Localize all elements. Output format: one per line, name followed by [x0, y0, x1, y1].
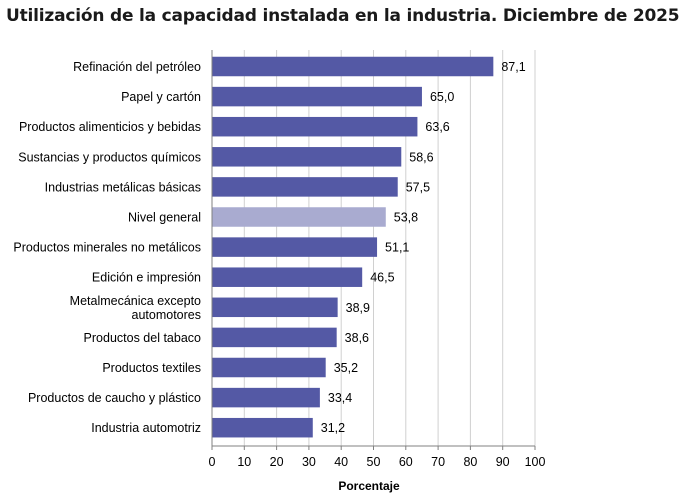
category-labels: Refinación del petróleo Papel y cartón Pro… [13, 60, 201, 435]
bar [212, 56, 494, 77]
x-tick-label: 100 [525, 455, 546, 469]
value-label: 46,5 [370, 271, 394, 285]
x-axis: 0 10 20 30 40 50 60 70 80 90 100 [209, 50, 546, 469]
bar [212, 417, 313, 438]
category-label: Edición e impresión [92, 271, 201, 285]
value-label: 31,2 [321, 421, 345, 435]
category-label: Industria automotriz [91, 421, 201, 435]
value-label: 65,0 [430, 90, 454, 104]
value-label: 63,6 [425, 120, 449, 134]
category-label: Productos de caucho y plástico [28, 391, 201, 405]
value-label: 38,9 [346, 301, 370, 315]
category-label: Productos del tabaco [84, 331, 201, 345]
x-tick-label: 30 [302, 455, 316, 469]
value-labels: 87,1 65,0 63,6 58,6 57,5 53,8 51,1 46,5 38,9 38,6… [321, 60, 526, 435]
category-label: Productos minerales no metálicos [13, 241, 201, 255]
chart-title: Utilización de la capacidad instalada en… [6, 6, 680, 26]
category-label: Metalmecánica excepto [70, 294, 201, 308]
value-label: 33,4 [328, 391, 352, 405]
category-label: automotores [132, 308, 201, 322]
x-tick-label: 50 [367, 455, 381, 469]
x-axis-title: Porcentaje [338, 479, 400, 493]
bar [212, 357, 326, 378]
bar [212, 147, 402, 167]
x-tick-label: 60 [399, 455, 413, 469]
category-label: Refinación del petróleo [73, 60, 201, 74]
x-tick-label: 0 [209, 455, 216, 469]
bar [212, 327, 337, 348]
bar [212, 86, 422, 107]
bar [212, 237, 378, 257]
x-tick-label: 90 [496, 455, 510, 469]
x-tick-label: 80 [463, 455, 477, 469]
category-label: Industrias metálicas básicas [45, 180, 201, 194]
category-label: Productos alimenticios y bebidas [19, 120, 201, 134]
bar [212, 387, 320, 408]
value-label: 57,5 [406, 180, 430, 194]
category-label: Papel y cartón [121, 90, 201, 104]
x-tick-label: 10 [237, 455, 251, 469]
value-label: 58,6 [409, 150, 433, 164]
x-tick-label: 20 [270, 455, 284, 469]
value-label: 87,1 [501, 60, 525, 74]
bar [212, 116, 418, 137]
bars [212, 56, 494, 438]
x-tick-label: 70 [431, 455, 445, 469]
x-tick-label: 40 [334, 455, 348, 469]
value-label: 35,2 [334, 361, 358, 375]
value-label: 51,1 [385, 241, 409, 255]
bar [212, 297, 338, 318]
bar [212, 267, 363, 287]
category-label: Sustancias y productos químicos [18, 150, 201, 164]
bar [212, 207, 386, 227]
category-label: Productos textiles [102, 361, 201, 375]
value-label: 38,6 [345, 331, 369, 345]
category-label: Nivel general [128, 211, 201, 225]
bar [212, 177, 398, 197]
value-label: 53,8 [394, 211, 418, 225]
